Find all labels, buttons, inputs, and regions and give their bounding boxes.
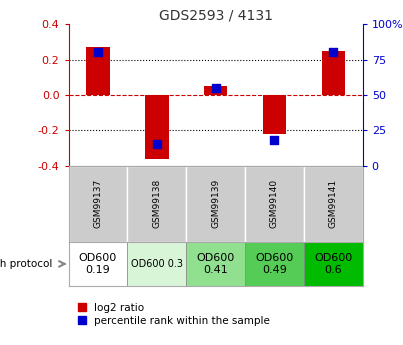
Text: GSM99137: GSM99137 [93,179,102,228]
Text: OD600 0.3: OD600 0.3 [131,259,183,269]
Text: OD600
0.19: OD600 0.19 [79,253,117,275]
Text: OD600
0.49: OD600 0.49 [256,253,293,275]
Point [212,85,219,91]
Text: GSM99139: GSM99139 [211,179,220,228]
Text: growth protocol: growth protocol [0,259,52,269]
Bar [69,241,127,286]
Legend: log2 ratio, percentile rank within the sample: log2 ratio, percentile rank within the s… [78,303,270,326]
Bar [245,241,304,286]
Bar [245,166,304,242]
Text: GSM99138: GSM99138 [152,179,161,228]
Text: OD600
0.6: OD600 0.6 [314,253,352,275]
Title: GDS2593 / 4131: GDS2593 / 4131 [159,9,272,23]
Text: GSM99140: GSM99140 [270,179,279,228]
Bar [145,95,168,159]
Point [330,50,337,55]
Bar [186,241,245,286]
Point [271,137,278,143]
Bar [86,47,110,95]
Text: GSM99141: GSM99141 [329,179,338,228]
Bar [204,86,227,95]
Bar [127,241,186,286]
Bar [322,51,345,95]
Text: OD600
0.41: OD600 0.41 [197,253,235,275]
Point [154,141,160,147]
Point [95,50,101,55]
Bar [127,166,186,242]
Bar [69,166,127,242]
Bar [304,241,363,286]
Bar [263,95,286,134]
Bar [304,166,363,242]
Bar [186,166,245,242]
